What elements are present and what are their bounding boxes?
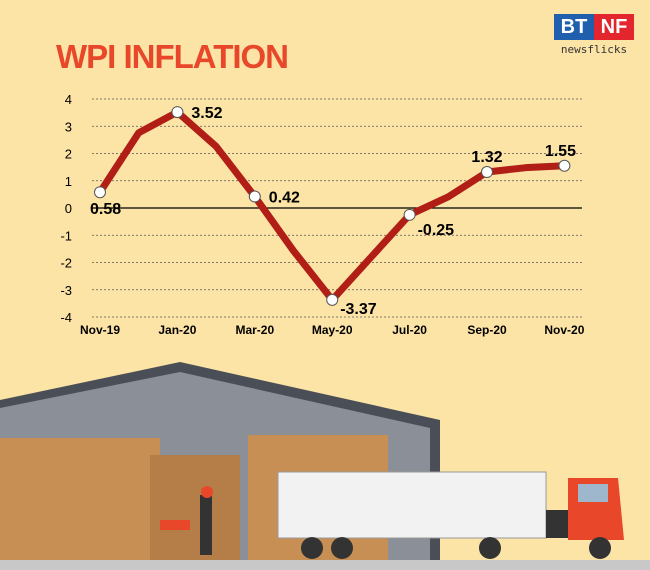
y-tick-label: -4 <box>60 310 72 325</box>
y-tick-label: 4 <box>65 92 72 107</box>
y-tick-label: 1 <box>65 174 72 189</box>
x-tick-label: Mar-20 <box>235 323 274 337</box>
x-tick-label: Nov-20 <box>544 323 584 337</box>
data-label: 3.52 <box>191 105 222 122</box>
x-tick-label: Jan-20 <box>158 323 196 337</box>
inflation-line <box>97 108 565 304</box>
chart-title: WPI INFLATION <box>56 38 289 75</box>
y-tick-label: 3 <box>65 119 72 134</box>
data-point <box>481 166 493 179</box>
warehouse-illustration <box>0 362 650 570</box>
x-tick-label: Sep-20 <box>467 323 507 337</box>
x-tick-label: May-20 <box>312 323 353 337</box>
data-label: 1.32 <box>471 149 502 166</box>
data-point <box>248 190 261 203</box>
data-label: 0.42 <box>269 190 300 207</box>
data-label: -0.25 <box>418 222 455 239</box>
data-point <box>558 159 571 172</box>
y-tick-label: -3 <box>60 283 72 298</box>
y-tick-label: 0 <box>65 201 72 216</box>
logo-nf: NF <box>594 14 634 40</box>
data-point <box>94 186 106 199</box>
x-tick-label: Nov-19 <box>80 323 120 337</box>
data-label: -3.37 <box>340 301 377 318</box>
data-label: 1.55 <box>545 143 576 160</box>
data-label: 0.58 <box>90 201 121 218</box>
data-point <box>326 293 339 306</box>
logo-bt: BT <box>554 14 594 40</box>
y-tick-label: -2 <box>60 256 72 271</box>
data-point <box>403 208 416 221</box>
y-tick-label: 2 <box>65 147 72 162</box>
logo-sub: newsflicks <box>560 43 628 56</box>
btnf-logo: BT NF newsflicks <box>554 14 634 56</box>
y-tick-label: -1 <box>60 228 72 243</box>
data-point <box>171 106 184 119</box>
x-tick-label: Jul-20 <box>392 323 427 337</box>
